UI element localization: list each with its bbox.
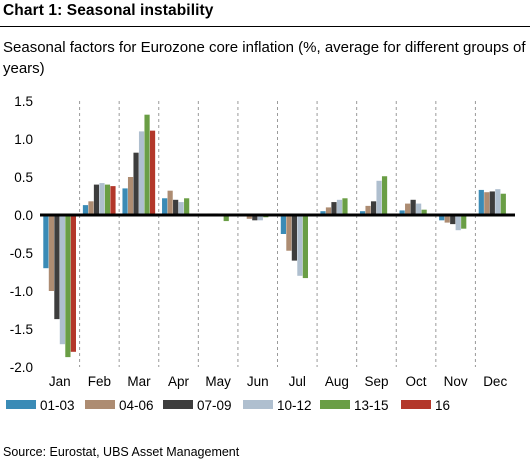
bar-01-03-Jan — [43, 215, 49, 269]
x-tick-label: Aug — [325, 374, 349, 389]
legend-label-16: 16 — [435, 398, 450, 413]
bar-04-06-Apr — [167, 190, 173, 215]
bar-10-12-Jul — [297, 215, 303, 276]
legend-swatch-16 — [401, 400, 431, 409]
legend-label-13-15: 13-15 — [354, 398, 389, 413]
bar-10-12-Jan — [59, 215, 65, 345]
bar-01-03-Nov — [439, 215, 445, 221]
x-tick-label: Dec — [483, 374, 507, 389]
bars — [43, 114, 506, 358]
bar-13-15-Apr — [184, 198, 190, 215]
bar-04-06-Sep — [365, 205, 371, 215]
bar-04-06-Dec — [484, 192, 490, 215]
legend-swatch-13-15 — [320, 400, 350, 409]
y-tick-label: 1.5 — [14, 94, 33, 109]
bar-04-06-Nov — [444, 215, 450, 223]
legend-label-01-03: 01-03 — [40, 398, 75, 413]
bar-01-03-Mar — [122, 188, 128, 215]
bar-13-15-Dec — [500, 193, 506, 215]
legend-label-07-09: 07-09 — [197, 398, 232, 413]
bar-16-Mar — [149, 130, 156, 215]
bar-01-03-Aug — [320, 211, 326, 215]
bar-13-15-Jan — [65, 215, 71, 358]
x-tick-label: Nov — [444, 374, 468, 389]
x-tick-label: Mar — [127, 374, 151, 389]
x-tick-label: Jul — [289, 374, 306, 389]
bar-10-12-Dec — [495, 189, 501, 215]
y-tick-label: -1.0 — [10, 284, 33, 299]
y-tick-label: -0.5 — [10, 246, 33, 261]
bar-04-06-Jun — [246, 215, 252, 219]
bar-07-09-Mar — [133, 152, 139, 215]
bar-07-09-Aug — [331, 202, 337, 215]
bar-07-09-Oct — [410, 199, 416, 215]
y-tick-label: 0.5 — [14, 170, 33, 185]
legend-swatch-04-06 — [85, 400, 115, 409]
bar-10-12-Apr — [178, 202, 184, 215]
bar-10-12-Oct — [416, 203, 422, 215]
bar-10-12-Feb — [99, 183, 105, 215]
bar-07-09-Sep — [370, 201, 377, 215]
bar-13-15-Jul — [302, 215, 308, 279]
legend-swatch-01-03 — [6, 400, 36, 409]
bar-13-15-Sep — [381, 176, 388, 215]
y-tick-labels: 1.5 1.0 0.5 0.0 -0.5 -1.0 -1.5 -2.0 — [10, 94, 33, 375]
x-tick-label: Apr — [168, 374, 190, 389]
bar-13-15-Nov — [461, 215, 467, 229]
bar-07-09-Nov — [450, 215, 456, 225]
legend-label-10-12: 10-12 — [277, 398, 312, 413]
bar-04-06-Feb — [88, 201, 94, 215]
x-tick-label: May — [205, 374, 231, 389]
bar-16-Feb — [110, 186, 116, 215]
title-rule — [0, 26, 530, 27]
bar-13-15-Mar — [144, 114, 150, 215]
bar-07-09-Jun — [252, 215, 258, 221]
bar-01-03-Oct — [399, 210, 405, 215]
bar-04-06-Aug — [325, 207, 332, 215]
bar-07-09-Apr — [173, 199, 179, 215]
legend-swatch-07-09 — [163, 400, 193, 409]
legend-swatch-10-12 — [243, 400, 273, 409]
bar-13-15-Feb — [104, 184, 111, 215]
bar-10-12-Sep — [376, 180, 382, 215]
x-tick-label: Oct — [406, 374, 427, 389]
bar-01-03-Sep — [359, 211, 366, 215]
bar-10-12-Jun — [257, 215, 263, 221]
legend: 01-03 04-06 07-09 10-12 13-15 16 — [6, 398, 450, 413]
bar-01-03-Feb — [82, 205, 89, 215]
x-tick-label: Sep — [364, 374, 388, 389]
y-tick-label: 0.0 — [14, 208, 33, 223]
y-tick-label: 1.0 — [14, 132, 33, 147]
grid-lines — [79, 101, 476, 367]
source-note: Source: Eurostat, UBS Asset Management — [3, 445, 240, 459]
bar-01-03-Dec — [478, 189, 484, 215]
x-tick-labels: Jan Feb Mar Apr May Jun Jul Aug Sep Oct Nov Dec — [49, 374, 508, 389]
bar-04-06-Jul — [286, 215, 292, 251]
bar-10-12-Nov — [455, 215, 461, 231]
bar-13-15-Oct — [421, 209, 427, 215]
bar-16-Jan — [70, 215, 76, 352]
bar-07-09-Jul — [291, 215, 297, 261]
bar-07-09-Jan — [54, 215, 60, 320]
bar-07-09-Feb — [93, 184, 100, 215]
bar-04-06-Jan — [48, 215, 54, 291]
x-tick-label: Jun — [247, 374, 269, 389]
bar-04-06-Oct — [405, 203, 411, 215]
bar-04-06-Mar — [127, 177, 134, 215]
y-tick-label: -1.5 — [10, 322, 33, 337]
y-tick-label: -2.0 — [10, 360, 33, 375]
bar-13-15-Aug — [342, 198, 348, 215]
legend-label-04-06: 04-06 — [119, 398, 154, 413]
bar-10-12-Mar — [138, 131, 145, 215]
x-tick-label: Jan — [49, 374, 71, 389]
bar-07-09-Dec — [489, 191, 495, 215]
chart-title: Chart 1: Seasonal instability — [3, 2, 214, 19]
bar-10-12-Aug — [336, 199, 343, 215]
chart-subtitle: Seasonal factors for Eurozone core infla… — [3, 39, 526, 77]
x-tick-label: Feb — [88, 374, 111, 389]
bar-01-03-Jul — [280, 215, 286, 234]
bar-01-03-Apr — [162, 198, 168, 215]
bar-13-15-May — [223, 215, 229, 222]
